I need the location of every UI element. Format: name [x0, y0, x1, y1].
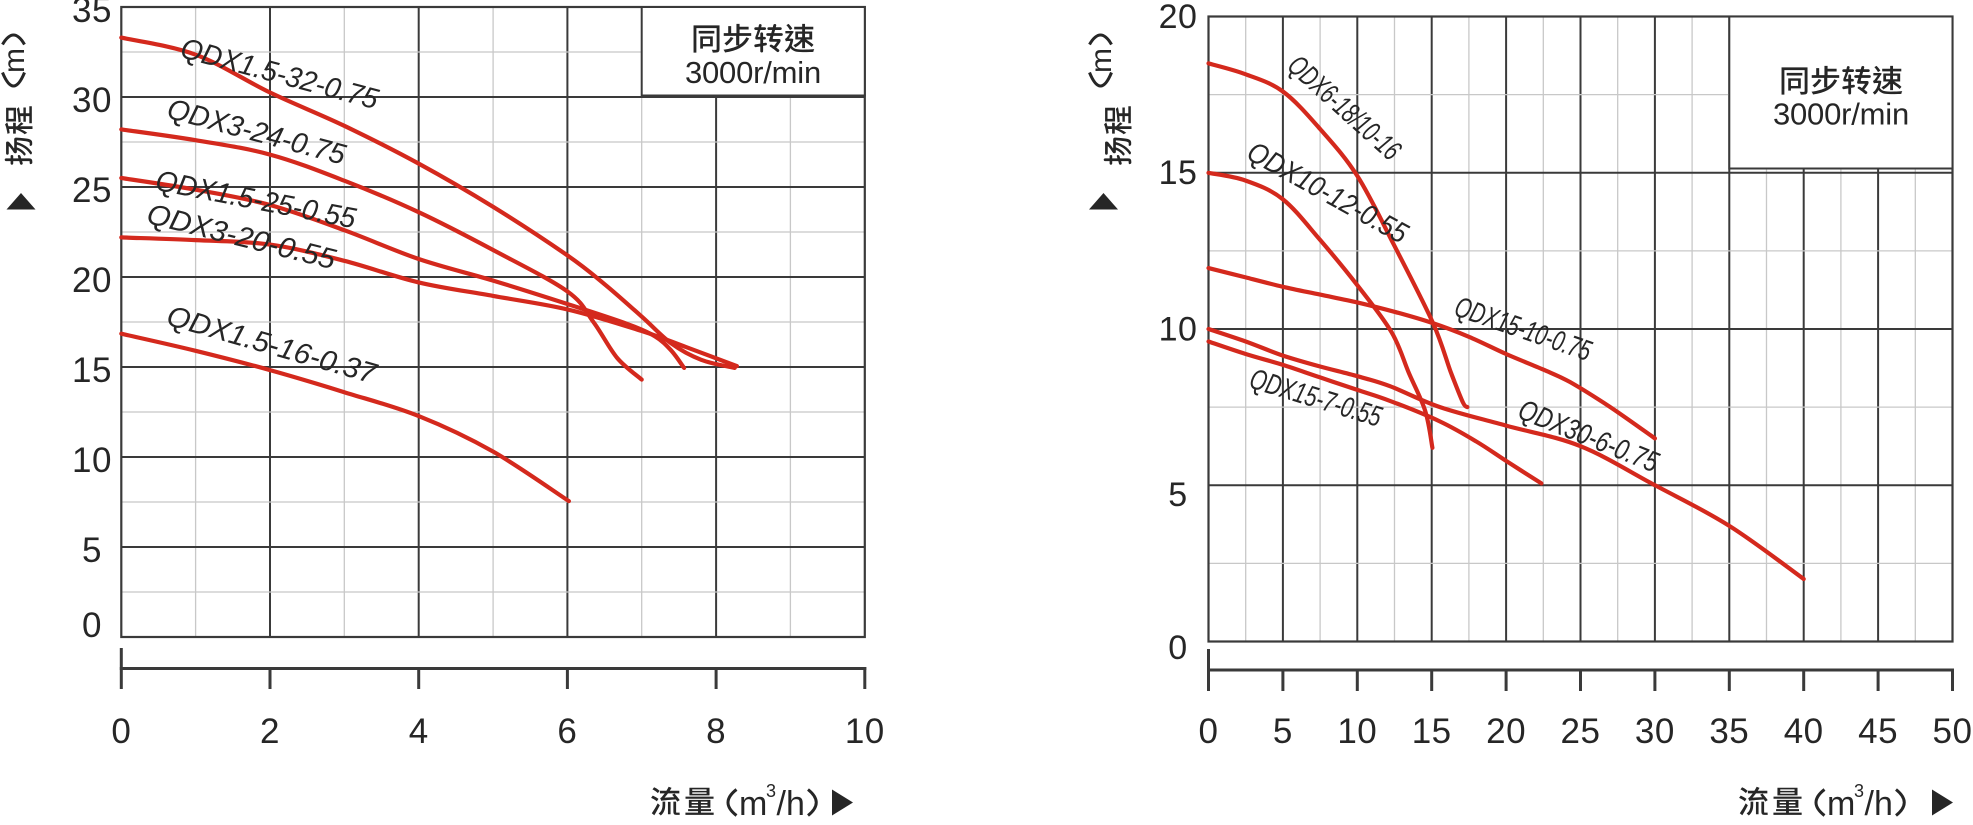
svg-text:0: 0 — [1168, 629, 1187, 667]
svg-text:m: m — [0, 48, 31, 73]
svg-text:40: 40 — [1784, 712, 1824, 751]
svg-text:20: 20 — [72, 261, 112, 300]
svg-text:35: 35 — [1709, 712, 1749, 751]
svg-text:/h: /h — [1865, 785, 1893, 823]
svg-text:15: 15 — [1159, 154, 1198, 192]
svg-text:45: 45 — [1858, 712, 1898, 751]
svg-text:QDX3-24-0.75: QDX3-24-0.75 — [164, 93, 350, 171]
svg-text:20: 20 — [1486, 712, 1526, 751]
svg-text:5: 5 — [1168, 476, 1187, 514]
svg-text:15: 15 — [1412, 712, 1452, 751]
svg-text:4: 4 — [409, 712, 429, 751]
svg-text:2: 2 — [260, 712, 280, 751]
svg-text:3: 3 — [1854, 781, 1864, 801]
svg-text:/h: /h — [777, 785, 805, 823]
svg-text:30: 30 — [72, 81, 112, 120]
svg-text:50: 50 — [1933, 712, 1973, 751]
svg-text:10: 10 — [72, 441, 112, 480]
svg-text:25: 25 — [72, 171, 112, 210]
svg-text:5: 5 — [82, 531, 102, 570]
svg-text:10: 10 — [1159, 311, 1198, 349]
svg-text:3000r/min: 3000r/min — [685, 55, 821, 90]
svg-text:5: 5 — [1273, 712, 1293, 751]
svg-text:30: 30 — [1635, 712, 1675, 751]
svg-text:25: 25 — [1561, 712, 1601, 751]
svg-text:m: m — [1085, 48, 1118, 73]
svg-text:10: 10 — [845, 712, 885, 751]
svg-text:10: 10 — [1337, 712, 1377, 751]
svg-text:m: m — [739, 785, 767, 823]
svg-text:m: m — [1827, 785, 1855, 823]
svg-text:0: 0 — [82, 606, 102, 645]
svg-text:15: 15 — [72, 351, 112, 390]
svg-text:8: 8 — [706, 712, 726, 751]
svg-text:0: 0 — [111, 712, 131, 751]
svg-text:20: 20 — [1159, 0, 1198, 36]
svg-text:6: 6 — [557, 712, 577, 751]
svg-text:3: 3 — [766, 781, 776, 801]
svg-text:35: 35 — [72, 0, 112, 30]
svg-text:0: 0 — [1199, 712, 1219, 751]
svg-text:3000r/min: 3000r/min — [1773, 97, 1909, 132]
